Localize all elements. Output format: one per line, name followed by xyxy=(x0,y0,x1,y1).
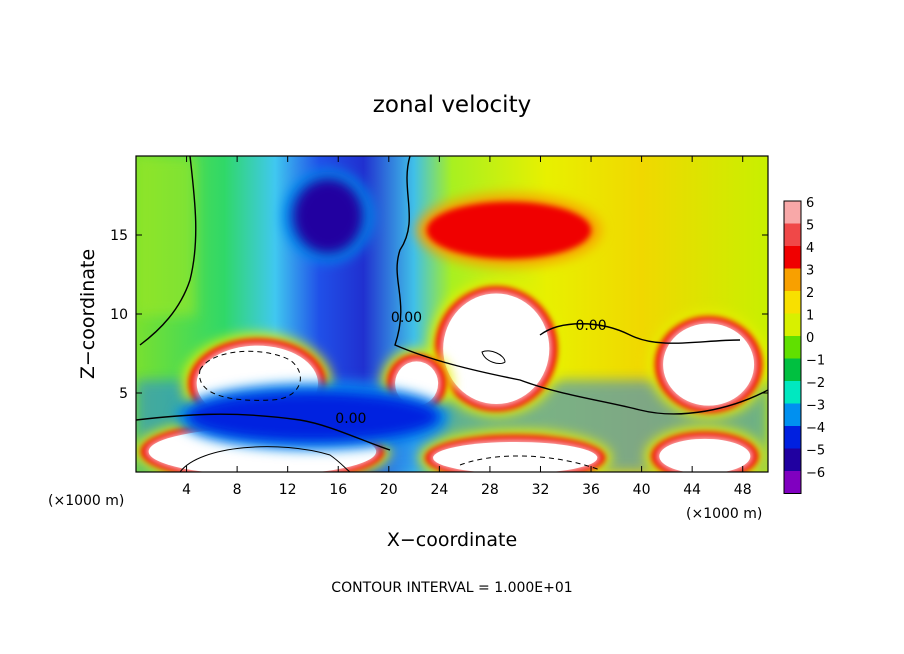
colorbar-swatch-6 xyxy=(784,201,801,224)
x-axis-title: X−coordinate xyxy=(387,529,517,551)
x-tick-label-16: 16 xyxy=(329,482,347,498)
colorbar-swatch--1 xyxy=(784,358,801,381)
x-tick-label-48: 48 xyxy=(734,482,752,498)
colorbar-frame xyxy=(783,200,802,494)
region-high-bottom-center xyxy=(433,441,598,472)
region-high-right xyxy=(663,323,755,406)
colorbar-swatch-0 xyxy=(784,336,801,359)
colorbar-label-3: 3 xyxy=(806,264,814,279)
contour-label-2: 0.00 xyxy=(391,310,422,326)
colorbar-label--4: −4 xyxy=(806,421,825,436)
zero-contour-mid xyxy=(394,156,768,415)
region-low-upper-core xyxy=(292,178,364,254)
x-tick-label-44: 44 xyxy=(683,482,701,498)
colorbar-label-4: 4 xyxy=(806,241,814,256)
colorbar-label-2: 2 xyxy=(806,286,814,301)
colorbar-swatch--3 xyxy=(784,403,801,426)
contour-label-1: 0.00 xyxy=(575,318,606,334)
contour-center-small xyxy=(481,350,506,365)
colorbar-label-1: 1 xyxy=(806,309,814,324)
colorbar-swatch--6 xyxy=(784,471,801,494)
colorbar-swatch-5 xyxy=(784,223,801,246)
region-low-lower xyxy=(186,391,440,442)
solid-contour-bottom-left xyxy=(179,446,351,472)
zero-contour-right xyxy=(539,323,741,344)
y-tick-label-10: 10 xyxy=(110,307,128,323)
colorbar-swatch-4 xyxy=(784,246,801,269)
zero-contour-lower xyxy=(136,413,391,451)
colorbar-swatch-1 xyxy=(784,313,801,336)
y-axis-title: Z−coordinate xyxy=(77,249,99,379)
x-tick-label-36: 36 xyxy=(582,482,600,498)
colorbar-label--6: −6 xyxy=(806,466,825,481)
chart-title: zonal velocity xyxy=(373,92,531,118)
colorbar-swatch--2 xyxy=(784,381,801,404)
colorbar-label--3: −3 xyxy=(806,399,825,414)
field-upper-left-green xyxy=(136,156,196,316)
colorbar-label--2: −2 xyxy=(806,376,825,391)
colorbar-swatch--4 xyxy=(784,426,801,449)
x-tick-label-8: 8 xyxy=(233,482,242,498)
y-axis-unit: (×1000 m) xyxy=(48,493,124,509)
contour-label-0: 0.00 xyxy=(335,411,366,427)
colorbar-label-0: 0 xyxy=(806,331,814,346)
contour-interval-note: CONTOUR INTERVAL = 1.000E+01 xyxy=(331,580,572,596)
x-tick-label-40: 40 xyxy=(633,482,651,498)
region-high-bottom-right xyxy=(659,438,751,472)
colorbar: 6 5 4 3 2 1 0 −1 −2 −3 −4 −5 −6 xyxy=(783,196,825,494)
x-tick-label-20: 20 xyxy=(380,482,398,498)
dashed-contour-left xyxy=(199,350,301,401)
colorbar-swatch-3 xyxy=(784,268,801,291)
x-tick-label-4: 4 xyxy=(182,482,191,498)
x-tick-label-28: 28 xyxy=(481,482,499,498)
colorbar-label-5: 5 xyxy=(806,219,814,234)
dashed-contour-bottom xyxy=(459,455,601,471)
x-tick-label-12: 12 xyxy=(279,482,297,498)
x-axis-unit: (×1000 m) xyxy=(686,506,762,522)
colorbar-swatch-2 xyxy=(784,291,801,314)
colorbar-label--1: −1 xyxy=(806,354,825,369)
x-tick-label-32: 32 xyxy=(532,482,550,498)
plot-field: 0.00 0.00 0.00 xyxy=(136,156,768,472)
colorbar-label-6: 6 xyxy=(806,196,814,211)
region-jet-upper xyxy=(426,201,592,259)
y-tick-label-5: 5 xyxy=(119,386,128,402)
y-tick-label-15: 15 xyxy=(110,228,128,244)
region-high-center xyxy=(443,293,550,405)
x-tick-label-24: 24 xyxy=(430,482,448,498)
colorbar-label--5: −5 xyxy=(806,444,825,459)
colorbar-swatch--5 xyxy=(784,448,801,471)
zero-contour-upper xyxy=(139,156,197,346)
